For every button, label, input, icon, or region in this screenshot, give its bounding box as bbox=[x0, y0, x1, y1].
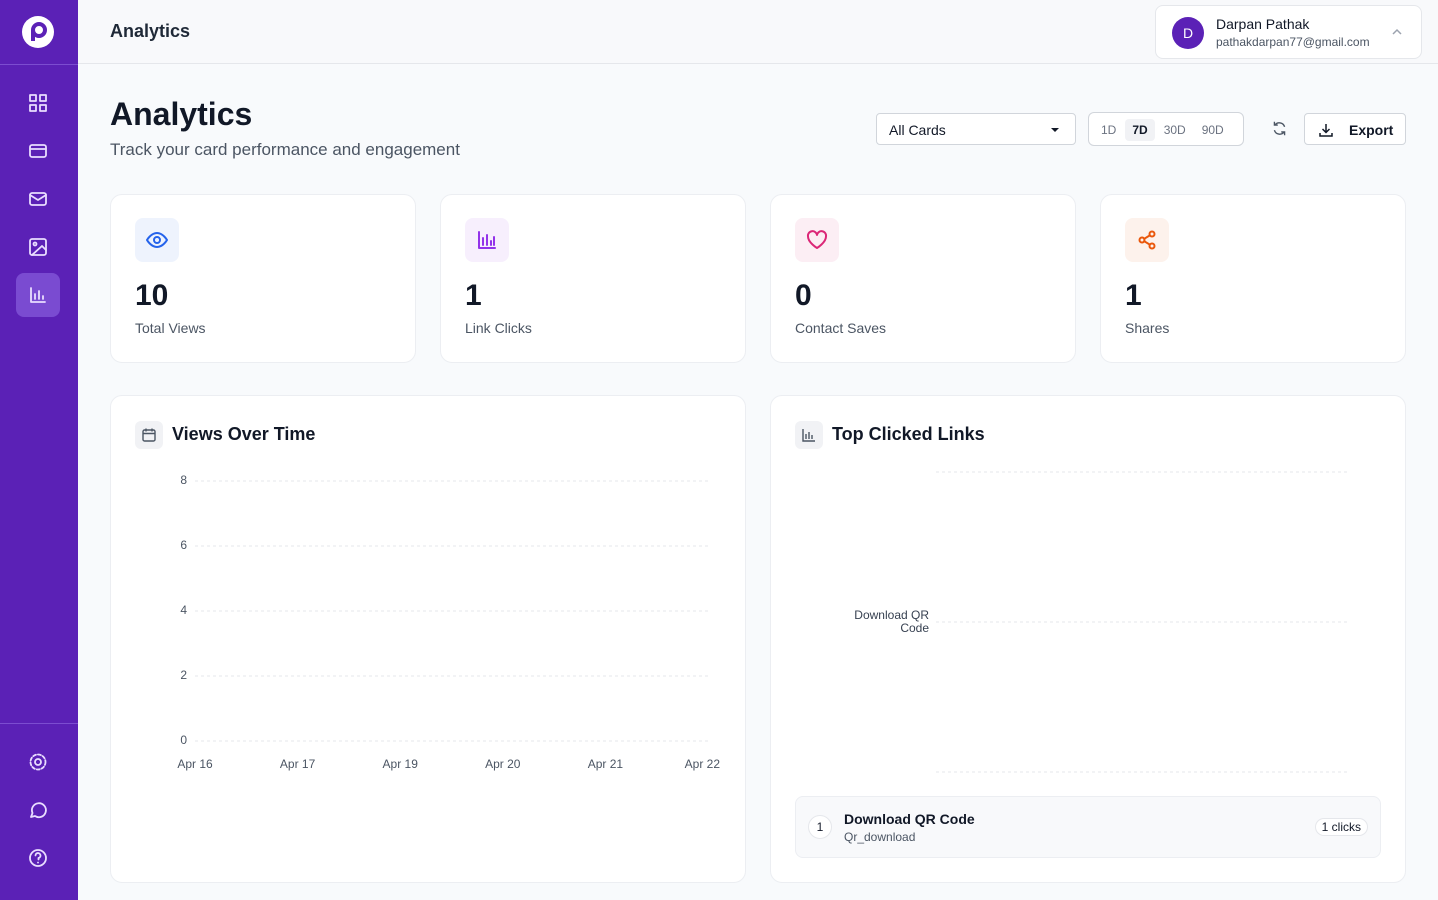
range-option[interactable]: 90D bbox=[1201, 123, 1224, 137]
nav-analytics[interactable] bbox=[28, 285, 48, 305]
avatar: D bbox=[1172, 17, 1204, 49]
user-menu[interactable]: D Darpan Pathak pathakdarpan77@gmail.com bbox=[1155, 5, 1422, 59]
nav-active bbox=[16, 273, 60, 317]
y-tick-label: Download QR Code bbox=[854, 608, 929, 635]
bar-icon bbox=[795, 421, 823, 449]
export-label: Export bbox=[1349, 122, 1394, 138]
user-name: Darpan Pathak bbox=[1216, 16, 1310, 32]
link-slug: Qr_download bbox=[844, 830, 916, 844]
stat-label: Link Clicks bbox=[465, 320, 532, 336]
views-title: Views Over Time bbox=[172, 424, 316, 444]
nav-dashboard[interactable] bbox=[28, 93, 48, 113]
nav-help[interactable] bbox=[28, 848, 48, 868]
stat-value: 1 bbox=[465, 279, 482, 312]
stat-icon bbox=[795, 218, 839, 262]
stat-value: 0 bbox=[795, 279, 812, 312]
user-email: pathakdarpan77@gmail.com bbox=[1216, 35, 1370, 49]
sidebar bbox=[0, 0, 78, 900]
range-option[interactable]: 7D bbox=[1125, 119, 1155, 141]
stat-label: Total Views bbox=[135, 320, 206, 336]
views-card: Views Over Time bbox=[110, 395, 746, 883]
page-title: Analytics bbox=[110, 96, 253, 132]
link-name: Download QR Code bbox=[844, 811, 975, 827]
range-group: 1D 7D 30D 90D bbox=[1088, 112, 1244, 146]
range-option[interactable]: 30D bbox=[1163, 123, 1186, 137]
stat-label: Contact Saves bbox=[795, 320, 887, 336]
export-button[interactable]: Export bbox=[1304, 113, 1406, 145]
stat-card: 10 Total Views bbox=[110, 194, 416, 363]
nav-settings[interactable] bbox=[28, 752, 48, 772]
logo bbox=[22, 16, 54, 48]
stat-label: Shares bbox=[1125, 320, 1170, 336]
stat-icon bbox=[465, 218, 509, 262]
stat-value: 10 bbox=[135, 279, 169, 312]
header-title: Analytics bbox=[110, 21, 191, 41]
link-row[interactable]: 1 Download QR Code Qr_download 1 clicks bbox=[795, 796, 1381, 858]
range-option[interactable]: 1D bbox=[1101, 123, 1117, 137]
header: Analytics D Darpan Pathak pathakdarpan77… bbox=[78, 0, 1438, 64]
link-rank: 1 bbox=[808, 815, 832, 839]
chevron bbox=[1392, 28, 1402, 35]
links-card: Top Clicked Links Download QR Code 1 Down… bbox=[770, 395, 1406, 883]
nav-chat[interactable] bbox=[28, 800, 48, 820]
link-clicks: 1 clicks bbox=[1314, 818, 1368, 836]
nav-mail[interactable] bbox=[28, 189, 48, 209]
nav-cards[interactable] bbox=[28, 141, 48, 161]
card-filter[interactable]: All Cards bbox=[876, 113, 1076, 145]
dropdown-caret bbox=[1051, 128, 1059, 132]
stat-icon bbox=[135, 218, 179, 262]
stat-card: 1 Link Clicks bbox=[440, 194, 746, 363]
stat-icon bbox=[1125, 218, 1169, 262]
stat-card: 0 Contact Saves bbox=[770, 194, 1076, 363]
calendar-icon bbox=[135, 421, 163, 449]
links-title: Top Clicked Links bbox=[832, 424, 985, 444]
nav-images[interactable] bbox=[28, 237, 48, 257]
stat-value: 1 bbox=[1125, 279, 1142, 312]
download-icon bbox=[1319, 124, 1333, 137]
filter-value: All Cards bbox=[889, 122, 946, 138]
page-subtitle: Track your card performance and engageme… bbox=[110, 140, 460, 159]
stat-card: 1 Shares bbox=[1100, 194, 1406, 363]
refresh-button[interactable] bbox=[1271, 120, 1288, 137]
